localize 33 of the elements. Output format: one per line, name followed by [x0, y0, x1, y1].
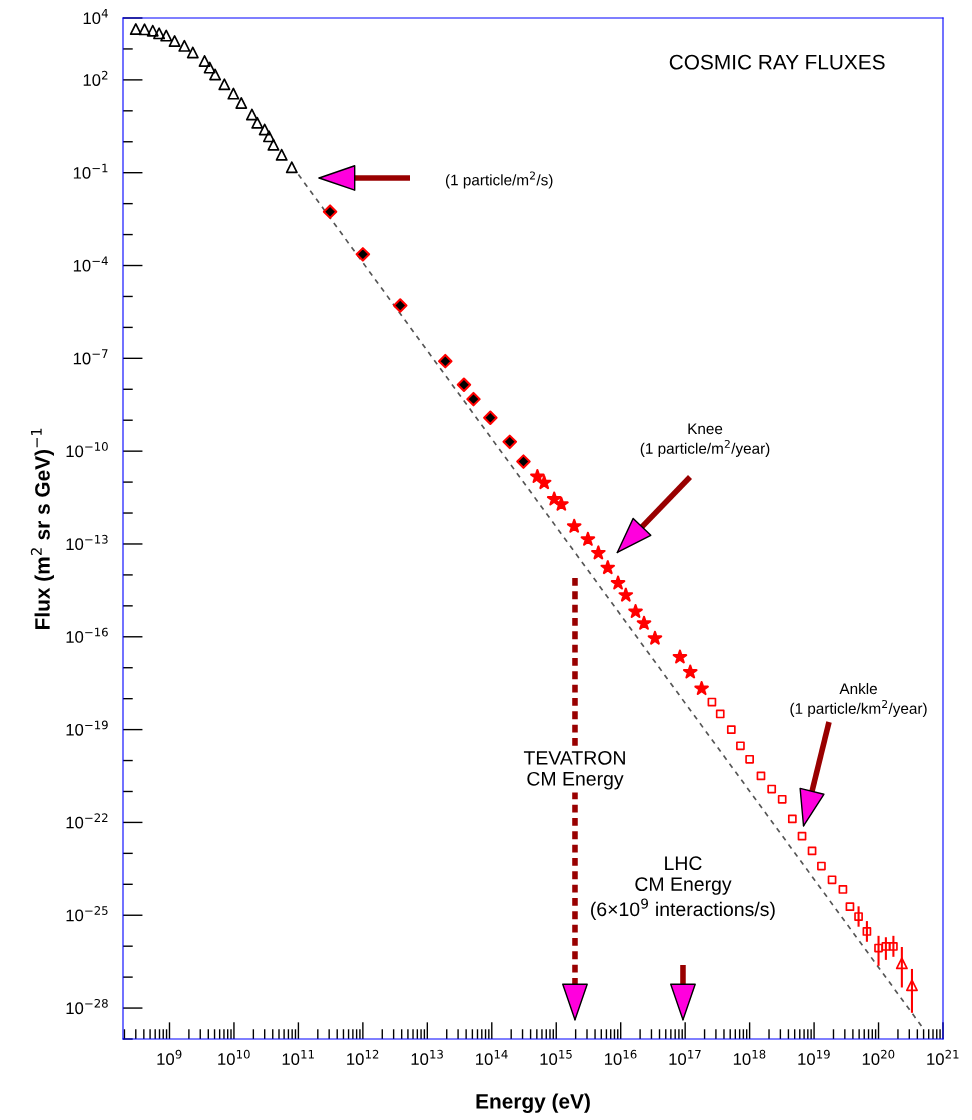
annotation: (1 particle/m$^{2}$/s)	[445, 171, 553, 189]
y-tick-label: 10$^{−16}$	[66, 627, 108, 643]
annotation: TEVATRON CM Energy	[523, 750, 625, 790]
x-tick-label: 10$^{14}$	[476, 1049, 508, 1066]
x-tick-label: 10$^{20}$	[862, 1049, 895, 1065]
y-tick-label: 10$^{−1}$	[73, 163, 108, 179]
x-tick-label: 10$^{18}$	[733, 1049, 766, 1065]
x-tick-label: 10$^{16}$	[604, 1049, 637, 1065]
y-tick-label: 10$^{−7}$	[73, 349, 108, 365]
annotation: Knee (1 particle/m$^{2}$/year)	[640, 423, 770, 457]
x-tick-label: 10$^{13}$	[411, 1049, 443, 1065]
y-tick-label: 10$^{4}$	[83, 9, 108, 25]
x-axis-title: Energy (eV)	[476, 1093, 590, 1113]
x-tick-label: 10$^{17}$	[669, 1049, 701, 1066]
text: COSMIC RAY FLUXES	[669, 54, 885, 70]
y-tick-label: 10$^{−10}$	[66, 442, 108, 458]
y-tick-label: 10$^{−13}$	[66, 534, 108, 551]
x-tick-label: 10$^{9}$	[157, 1049, 182, 1065]
y-tick-label: 10$^{−22}$	[66, 813, 108, 829]
x-tick-label: 10$^{10}$	[218, 1049, 250, 1065]
x-tick-label: 10$^{21}$	[927, 1049, 959, 1065]
y-tick-label: 10$^{−4}$	[73, 256, 108, 272]
y-tick-label: 10$^{−28}$	[66, 998, 108, 1015]
x-tick-label: 10$^{15}$	[540, 1049, 572, 1066]
x-tick-label: 10$^{12}$	[347, 1049, 379, 1065]
annotation: LHC CM Energy (6×10$^{9}$ interactions/s)	[591, 856, 775, 920]
x-tick-label: 10$^{19}$	[798, 1049, 830, 1065]
y-tick-label: 10$^{2}$	[83, 70, 108, 86]
y-axis-title: Flux (m$^{2}$ sr s GeV)$^{−1}$	[30, 428, 54, 629]
y-tick-label: 10$^{−25}$	[66, 906, 108, 922]
y-tick-label: 10$^{−19}$	[66, 720, 108, 736]
x-tick-label: 10$^{11}$	[282, 1049, 314, 1066]
annotation: Ankle (1 particle/km$^{2}$/year)	[790, 682, 927, 717]
